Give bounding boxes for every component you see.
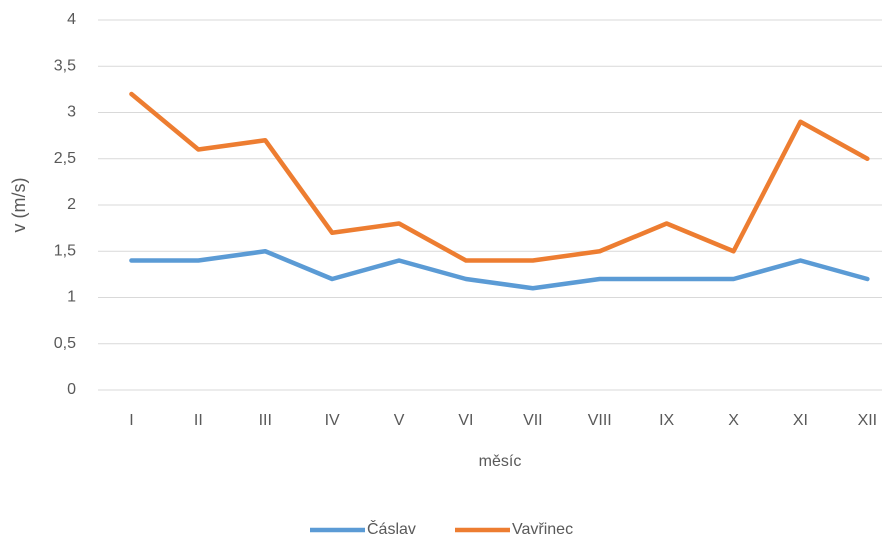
x-tick-label: VIII [588, 412, 612, 429]
y-tick-label: 3,5 [54, 57, 76, 74]
x-tick-label: IX [659, 412, 674, 429]
x-tick-label: VII [523, 412, 543, 429]
legend-label: Vavřinec [512, 521, 573, 538]
x-tick-label: VI [458, 412, 473, 429]
x-tick-label: V [394, 412, 405, 429]
x-tick-label: I [129, 412, 133, 429]
y-tick-label: 2,5 [54, 150, 76, 167]
y-tick-label: 2 [67, 196, 76, 213]
y-tick-label: 0,5 [54, 335, 76, 352]
y-tick-label: 1,5 [54, 242, 76, 259]
series-line [129, 249, 870, 291]
x-axis-label: měsíc [479, 453, 522, 470]
y-axis-label: v (m/s) [9, 178, 29, 233]
x-tick-label: XI [793, 412, 808, 429]
y-tick-label: 4 [67, 11, 76, 28]
y-tick-label: 3 [67, 104, 76, 121]
x-tick-label: II [194, 412, 203, 429]
y-tick-label: 0 [67, 381, 76, 398]
x-tick-label: XII [858, 412, 878, 429]
series-line [129, 91, 870, 263]
y-tick-label: 1 [67, 289, 76, 306]
legend-label: Čáslav [367, 519, 416, 538]
x-tick-label: IV [325, 412, 340, 429]
x-tick-label: X [728, 412, 739, 429]
x-tick-label: III [259, 412, 272, 429]
